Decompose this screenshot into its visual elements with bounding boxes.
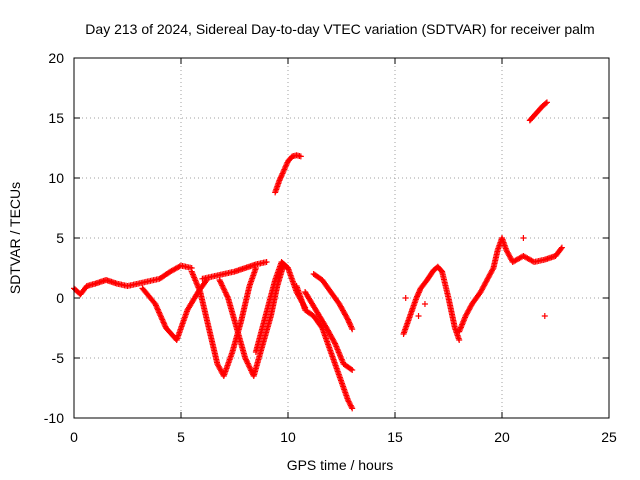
point-high-segment-1 [283,160,290,167]
point-after-gap-1 [415,290,422,297]
point-dip-f [331,339,338,346]
point-high-segment-1 [276,177,283,184]
y-tick-label: 0 [56,290,64,306]
point-dip-g [349,326,356,333]
point-after-gap-2 [402,295,409,301]
point-rise [558,244,565,251]
point-high-segment-1 [278,173,285,180]
point-after-gap-1 [416,288,423,295]
point-high-segment-1 [283,162,290,169]
point-arc-c [222,289,229,296]
point-arc-c [244,359,251,366]
y-tick-label: 15 [48,110,64,126]
y-tick-label: 5 [56,230,64,246]
x-tick-label: 5 [177,429,185,445]
point-high-segment-1 [280,169,287,176]
point-arc-c [224,293,231,300]
point-after-gap-1 [456,337,463,343]
point-high-segment-2 [543,99,550,106]
point-arc-c [246,363,253,370]
point-high-segment-1 [277,176,284,183]
point-arc-c [223,292,230,299]
x-axis-label: GPS time / hours [287,457,394,473]
point-arc-c [244,360,251,367]
point-after-gap-1 [414,292,421,299]
point-arc-c [247,366,254,373]
x-tick-label: 15 [387,429,403,445]
data-points [71,99,565,412]
point-high-segment-2 [542,100,549,107]
x-tick-label: 10 [280,429,296,445]
point-arc-c [242,356,249,363]
point-high-segment-1 [297,153,304,160]
point-dip-g [345,317,352,324]
point-after-gap-2 [415,313,422,319]
point-after-gap-2 [409,307,416,313]
y-tick-label: 10 [48,170,64,186]
point-outliers [541,313,548,319]
point-arc-c [223,290,230,297]
y-tick-label: -10 [44,410,64,426]
point-rise [489,266,496,273]
x-tick-label: 20 [494,429,510,445]
point-dip-f [347,366,354,373]
point-arc-c [220,285,227,292]
point-high-segment-1 [281,166,288,173]
point-dip-g [346,320,353,327]
point-arc-c [221,288,228,295]
point-after-gap-1 [413,295,420,301]
chart-title: Day 213 of 2024, Sidereal Day-to-day VTE… [85,21,594,37]
point-dip-g [347,322,354,329]
point-dip-g [346,319,353,326]
point-after-gap-1 [414,293,421,300]
point-high-segment-1 [281,165,288,172]
point-arc-c [219,282,226,289]
point-high-segment-1 [280,167,287,174]
point-rise [558,245,565,252]
point-arc-c [217,278,224,285]
point-high-segment-1 [278,171,285,178]
point-ridge [263,259,270,265]
point-arc-c [218,281,225,288]
point-arc-c [245,361,252,368]
point-arc-c [242,355,249,361]
x-tick-label: 25 [601,429,617,445]
y-tick-label: 20 [48,50,64,66]
point-arc-c [219,283,226,290]
point-dip-f [349,367,356,373]
point-high-segment-1 [277,174,284,181]
point-arc-c [217,279,224,286]
point-outliers [520,235,527,241]
point-dip-g [347,323,354,330]
point-arc-c [243,357,250,364]
point-dip-e [349,405,356,412]
point-dip-g [344,315,351,322]
axis-ticks: 0 5 10 15 20 25 -10 -5 0 5 10 15 20 [44,50,617,445]
point-dip-g [348,324,355,331]
y-axis-label: SDTVAR / TECUs [7,182,23,294]
point-high-segment-1 [282,163,289,170]
point-dip-g [344,316,351,323]
x-tick-label: 0 [70,429,78,445]
y-tick-label: -5 [52,350,65,366]
point-after-gap-1 [415,289,422,296]
point-high-segment-1 [279,170,286,177]
point-arc-c [246,364,253,371]
point-after-gap-2 [421,301,428,307]
point-arc-c [221,286,228,293]
